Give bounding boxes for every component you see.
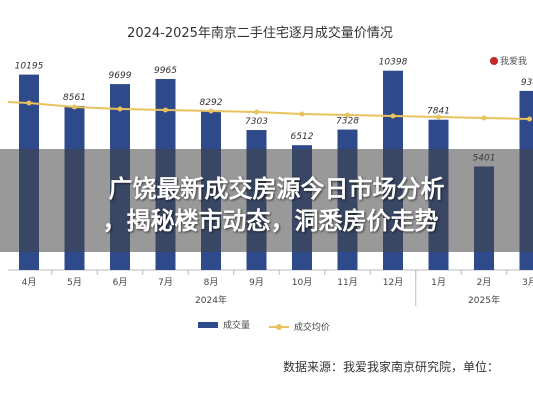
x-tick-label: 12月 xyxy=(383,277,403,288)
bar-value-label: 9965 xyxy=(154,66,177,76)
headline-line-1: 广饶最新成交房源今日市场分析 xyxy=(108,175,445,203)
bar-value-label: 7303 xyxy=(245,117,268,127)
bar-value-label: 10398 xyxy=(379,58,408,68)
bar-value-label: 8292 xyxy=(200,98,223,108)
price-point xyxy=(208,108,214,114)
x-tick-label: 11月 xyxy=(337,277,357,288)
price-point xyxy=(436,114,441,120)
headline-line-2: ，揭秘楼市动态，洞悉房价走势 xyxy=(102,207,439,235)
year-label: 2025年 xyxy=(468,294,500,306)
price-point xyxy=(481,115,487,121)
year-label: 2024年 xyxy=(195,294,227,306)
price-point xyxy=(390,113,396,119)
legend-swatch-price xyxy=(268,323,289,330)
legend-item-volume: 成交量 xyxy=(198,318,250,331)
x-tick-label: 4月 xyxy=(22,277,37,288)
logo-icon xyxy=(490,57,498,65)
bar-value-label: 9699 xyxy=(109,71,132,81)
bar-value-label: 8561 xyxy=(63,93,86,103)
x-tick-label: 5月 xyxy=(67,277,82,288)
x-tick-label: 8月 xyxy=(204,277,219,288)
x-tick-label: 7月 xyxy=(158,277,173,288)
bar-value-label: 7328 xyxy=(336,117,359,127)
legend-swatch-volume xyxy=(198,321,218,328)
x-tick-label: 6月 xyxy=(113,277,128,288)
bar-value-label: 934 xyxy=(521,78,533,88)
headline-banner: 广饶最新成交房源今日市场分析 ，揭秘楼市动态，洞悉房价走势 xyxy=(0,149,533,252)
price-point xyxy=(345,112,350,118)
legend-label-volume: 成交量 xyxy=(223,321,251,331)
data-source-note: 数据来源：我爱我家南京研究院，单位： xyxy=(283,360,500,374)
price-point xyxy=(117,106,123,112)
price-point xyxy=(26,100,32,106)
x-tick-label: 9月 xyxy=(249,277,264,288)
price-point xyxy=(527,116,532,122)
price-point xyxy=(254,109,259,115)
legend-label-price: 成交均价 xyxy=(293,323,330,333)
x-tick-label: 1月 xyxy=(431,277,446,288)
bar-value-label: 7841 xyxy=(427,107,450,117)
logo-text: 我爱我 xyxy=(500,57,528,67)
legend-item-price: 成交均价 xyxy=(268,320,330,333)
brand-logo: 我爱我 xyxy=(490,54,527,67)
chart-legend: 成交量 成交均价 xyxy=(198,318,346,333)
price-line xyxy=(7,101,530,120)
x-tick-label: 10月 xyxy=(292,277,312,288)
price-point xyxy=(299,111,305,117)
chart-title: 2024-2025年南京二手住宅逐月成交量价情况 xyxy=(127,26,393,41)
x-tick-label: 2月 xyxy=(477,277,492,288)
price-point xyxy=(163,107,168,113)
bar-value-label: 10195 xyxy=(15,62,44,72)
bar-value-label: 6512 xyxy=(291,132,314,142)
x-tick-label: 3月 xyxy=(522,277,533,288)
price-point xyxy=(72,104,77,110)
